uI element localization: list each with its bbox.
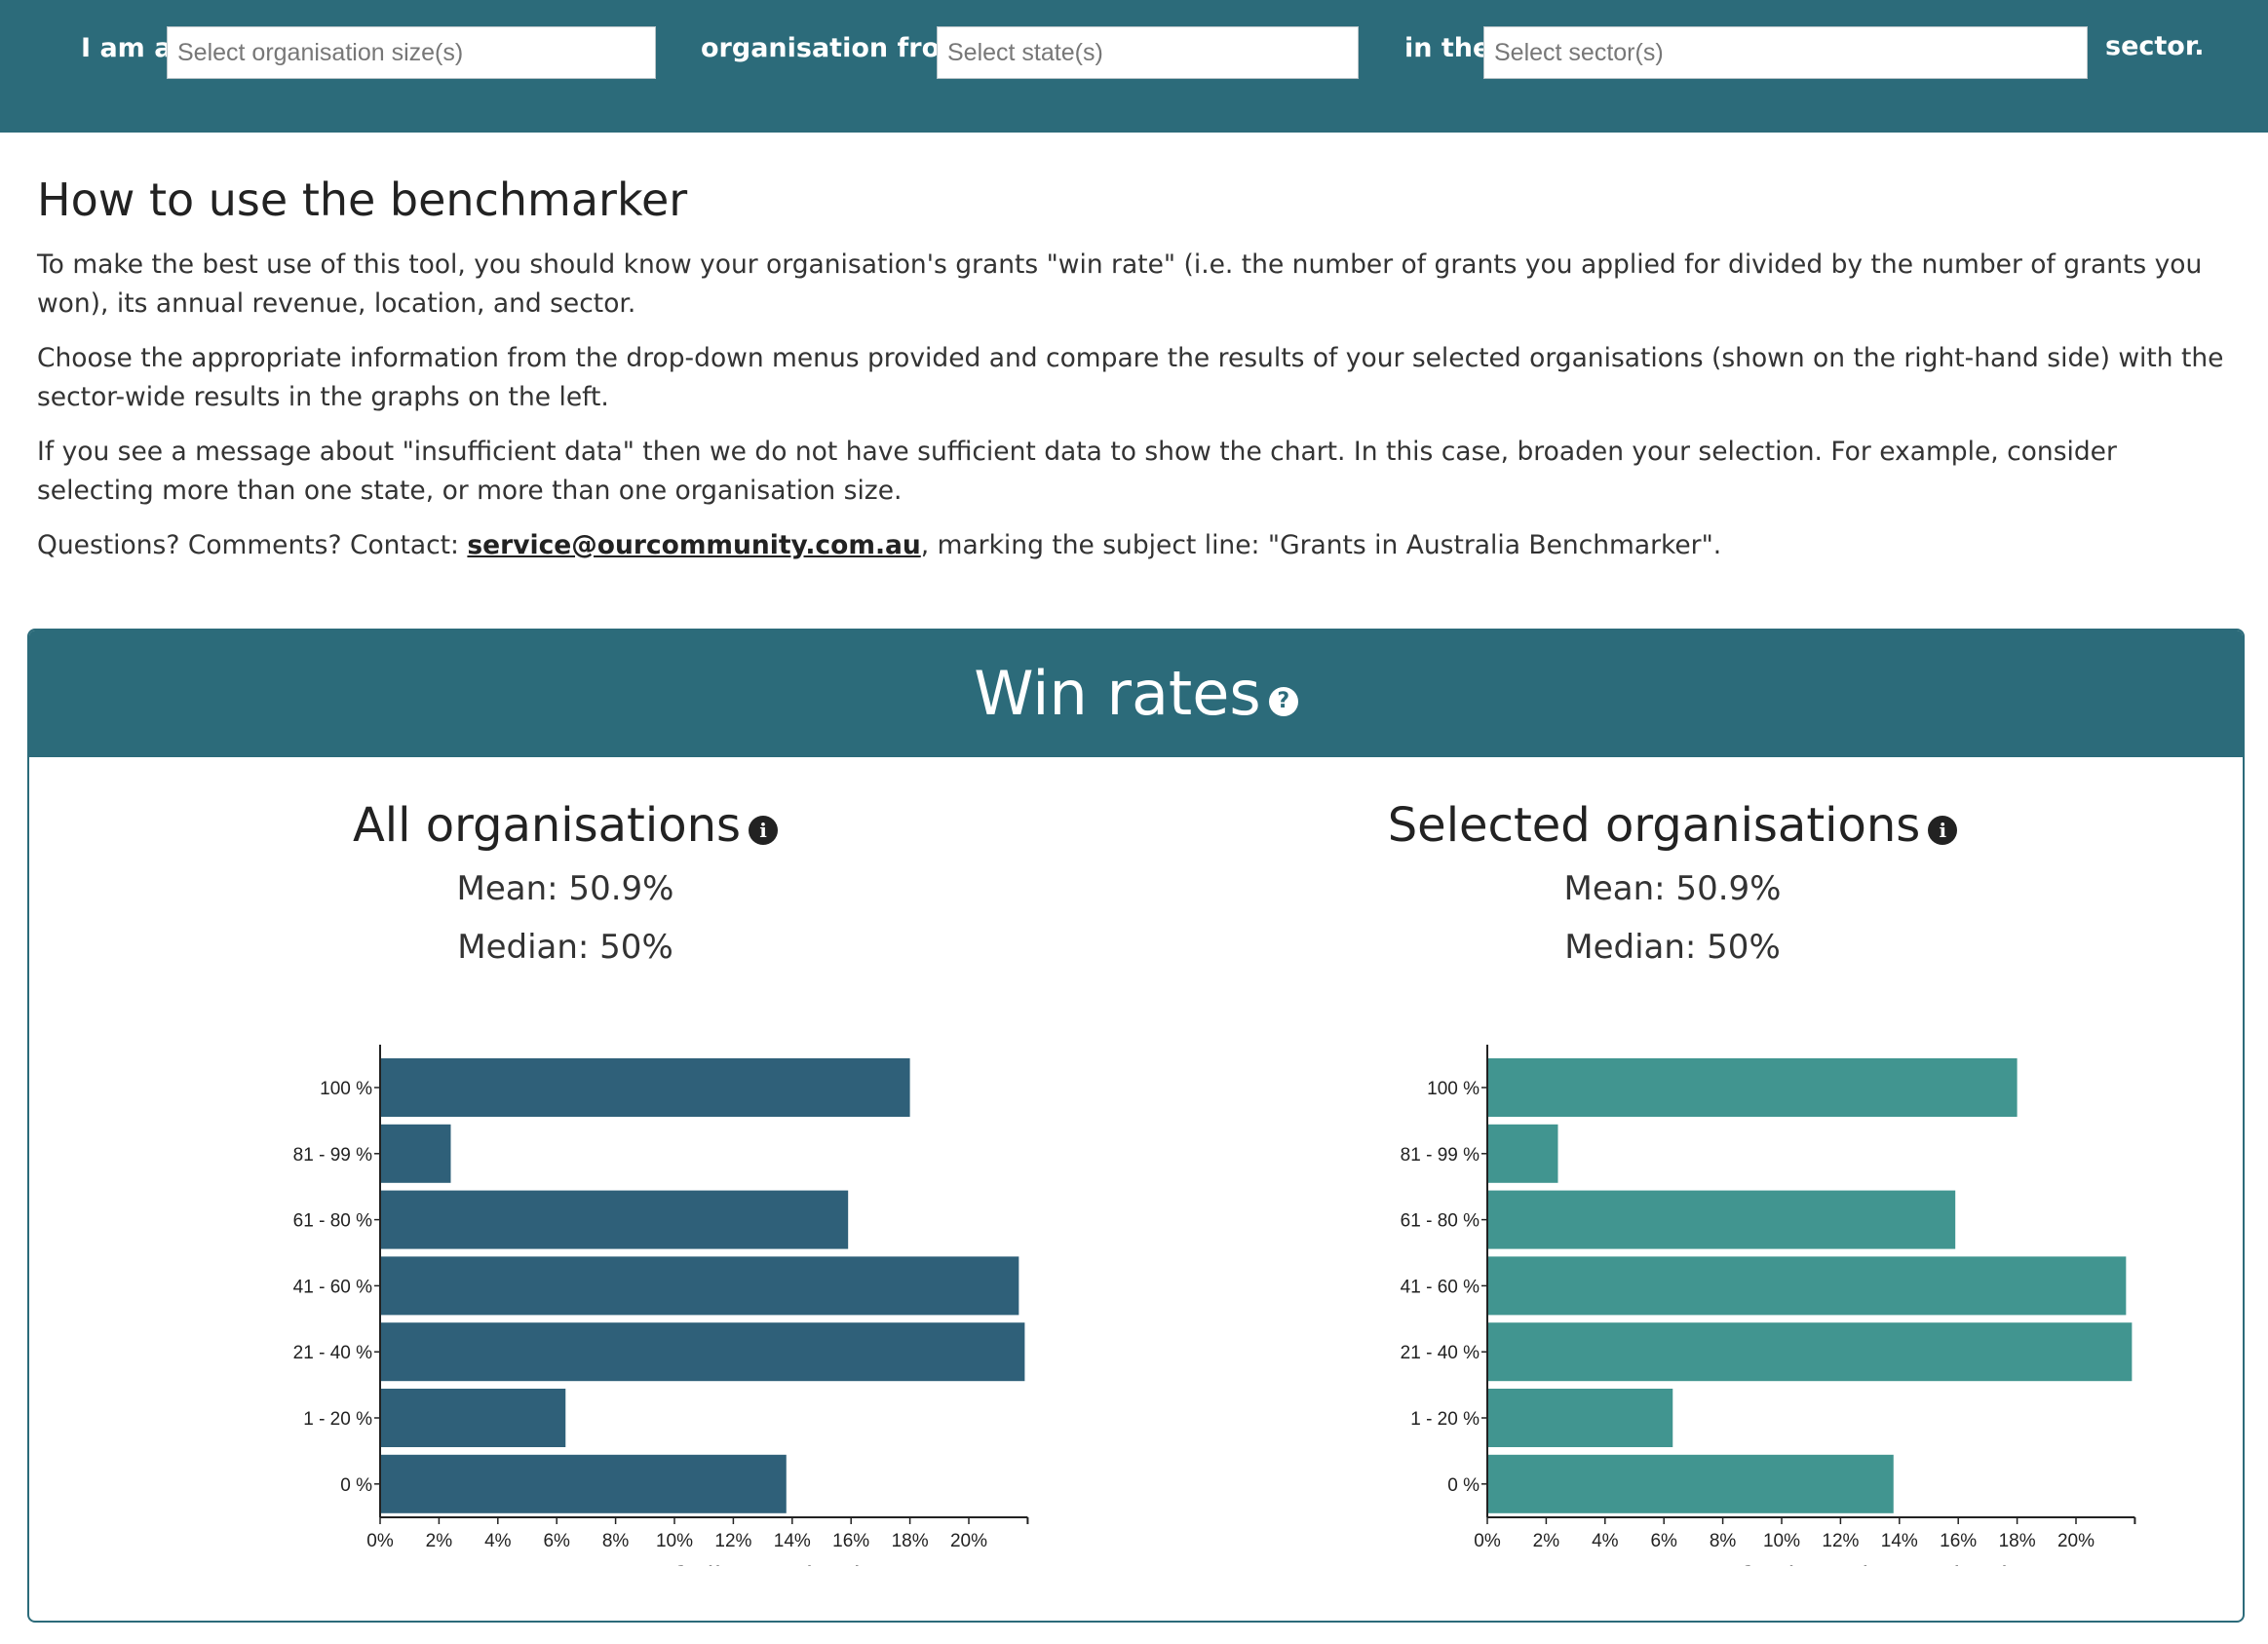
x-tick-label: 16% — [832, 1531, 869, 1551]
x-tick-label: 4% — [484, 1531, 512, 1551]
y-tick-label: 61 - 80 % — [1401, 1211, 1480, 1232]
how-to-section: How to use the benchmarker To make the b… — [37, 173, 2230, 581]
y-tick-label: 61 - 80 % — [293, 1211, 372, 1232]
y-tick-label: 100 % — [320, 1079, 372, 1099]
bar-6 — [1487, 1454, 1894, 1513]
info-circle-icon[interactable]: i — [749, 816, 779, 845]
question-circle-icon[interactable]: ? — [1268, 686, 1298, 716]
organisation-size-select[interactable]: Select organisation size(s) — [167, 26, 656, 79]
all-organisations-mean: Mean: 50.9% — [456, 869, 674, 908]
x-tick-label: 20% — [2057, 1531, 2095, 1551]
y-tick-label: 21 - 40 % — [1401, 1343, 1480, 1363]
x-tick-label: 0% — [1474, 1531, 1501, 1551]
y-tick-label: 100 % — [1427, 1079, 1480, 1099]
x-axis-label: Percentage of all organisations — [501, 1562, 907, 1566]
how-to-paragraph-2: Choose the appropriate information from … — [37, 343, 2224, 412]
bar-1 — [380, 1124, 451, 1183]
selected-organisations-title: Selected organisations i — [1136, 791, 2209, 860]
x-tick-label: 2% — [426, 1531, 453, 1551]
bar-4 — [1487, 1322, 2133, 1382]
all-organisations-bar-chart: 100 % 81 - 99 % 61 - 80 % 41 - 60 % 21 - 40 … — [293, 1045, 1029, 1566]
x-tick-label: 4% — [1592, 1531, 1619, 1551]
x-tick-label: 10% — [656, 1531, 693, 1551]
x-tick-label: 14% — [1881, 1531, 1918, 1551]
x-tick-label: 2% — [1533, 1531, 1560, 1551]
y-tick-label: 1 - 20 % — [1410, 1409, 1480, 1430]
y-tick-label: 1 - 20 % — [303, 1409, 372, 1430]
filter-bar: I am a Select organisation size(s) organ… — [0, 0, 2268, 133]
x-tick-label: 18% — [892, 1531, 929, 1551]
win-rates-title: Win rates — [974, 658, 1261, 729]
bar-0 — [1487, 1058, 2018, 1117]
bar-3 — [1487, 1256, 2127, 1316]
all-organisations-title-text: All organisations — [352, 798, 742, 853]
x-axis-label: Percentage of selected organisations — [1567, 1562, 2054, 1566]
x-tick-label: 0% — [366, 1531, 394, 1551]
info-circle-icon[interactable]: i — [1928, 816, 1958, 845]
x-tick-label: 14% — [774, 1531, 811, 1551]
win-rates-panel: Win rates? All organisations i Mean: 50.9… — [27, 629, 2245, 1623]
sector-label: sector. — [2105, 31, 2205, 61]
bar-1 — [1487, 1124, 1558, 1183]
x-tick-label: 20% — [950, 1531, 987, 1551]
y-tick-label: 0 % — [1447, 1475, 1480, 1496]
state-select[interactable]: Select state(s) — [937, 26, 1359, 79]
x-tick-label: 12% — [1822, 1531, 1859, 1551]
win-rates-header: Win rates? — [29, 631, 2243, 757]
selected-organisations-median: Median: 50% — [1564, 928, 1781, 967]
organisation-from-label: organisation from — [701, 33, 968, 63]
selected-organisations-mean: Mean: 50.9% — [1563, 869, 1782, 908]
x-tick-label: 6% — [1650, 1531, 1677, 1551]
bar-2 — [380, 1190, 849, 1249]
contact-email-link[interactable]: service@ourcommunity.com.au — [467, 530, 921, 560]
x-tick-label: 8% — [1710, 1531, 1737, 1551]
bar-0 — [380, 1058, 910, 1117]
x-tick-label: 16% — [1940, 1531, 1977, 1551]
sector-select[interactable]: Select sector(s) — [1483, 26, 2088, 79]
selected-organisations-title-text: Selected organisations — [1387, 798, 1921, 853]
how-to-paragraph-3: If you see a message about "insufficient… — [37, 437, 2117, 506]
y-tick-label: 81 - 99 % — [293, 1145, 372, 1166]
contact-prefix: Questions? Comments? Contact: — [37, 530, 468, 560]
x-tick-label: 12% — [714, 1531, 751, 1551]
y-tick-label: 41 - 60 % — [1401, 1277, 1480, 1297]
y-tick-label: 0 % — [340, 1475, 372, 1496]
contact-suffix: , marking the subject line: "Grants in A… — [920, 530, 1722, 560]
bar-5 — [380, 1389, 566, 1447]
in-the-label: in the — [1404, 33, 1491, 63]
y-tick-label: 41 - 60 % — [293, 1277, 372, 1297]
x-tick-label: 10% — [1763, 1531, 1800, 1551]
all-organisations-median: Median: 50% — [457, 928, 673, 967]
bar-3 — [380, 1256, 1019, 1316]
all-organisations-title: All organisations i — [29, 791, 1101, 860]
how-to-paragraph-1: To make the best use of this tool, you s… — [37, 249, 2203, 319]
y-tick-label: 21 - 40 % — [293, 1343, 372, 1363]
how-to-heading: How to use the benchmarker — [37, 173, 688, 226]
bar-5 — [1487, 1389, 1673, 1447]
bar-4 — [380, 1322, 1025, 1382]
bar-2 — [1487, 1190, 1956, 1249]
x-tick-label: 6% — [543, 1531, 570, 1551]
x-tick-label: 8% — [602, 1531, 630, 1551]
x-tick-label: 18% — [1999, 1531, 2036, 1551]
selected-organisations-chart: Selected organisations i Mean: 50.9% Medi… — [1136, 791, 2209, 976]
i-am-a-label: I am a — [81, 33, 173, 63]
how-to-paragraph-4: Questions? Comments? Contact: service@ou… — [37, 526, 2230, 565]
all-organisations-chart: All organisations i Mean: 50.9% Median: 5… — [29, 791, 1101, 976]
y-tick-label: 81 - 99 % — [1401, 1145, 1480, 1166]
bar-6 — [380, 1454, 787, 1513]
selected-organisations-bar-chart: 100 % 81 - 99 % 61 - 80 % 41 - 60 % 21 - 40 … — [1401, 1045, 2136, 1566]
